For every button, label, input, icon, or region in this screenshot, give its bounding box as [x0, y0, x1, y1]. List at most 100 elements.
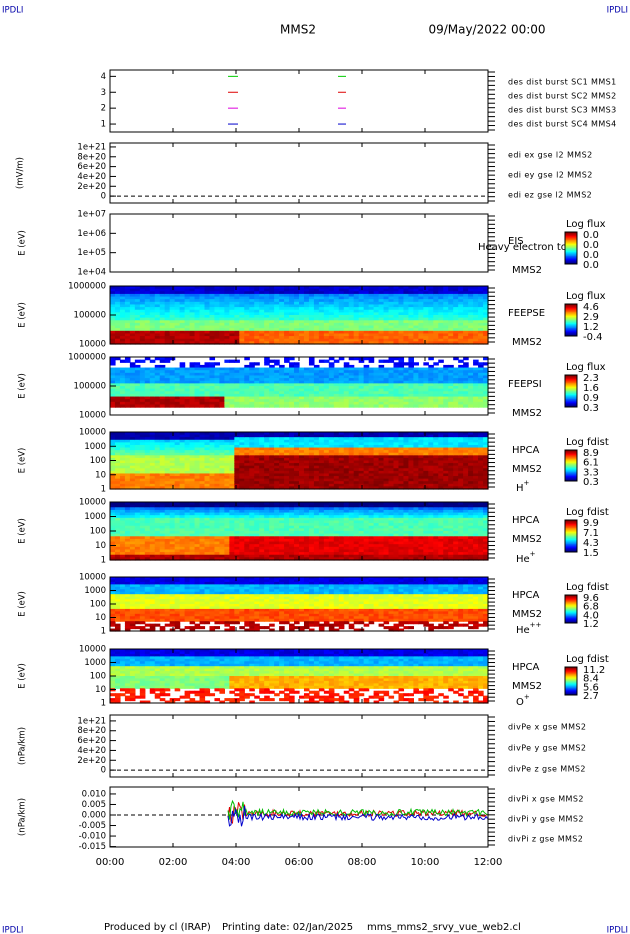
spectrogram-cell: [473, 296, 479, 300]
spectrogram-cell: [308, 391, 315, 395]
spectrogram-cell: [313, 473, 320, 477]
spectrogram-cell: [134, 317, 141, 321]
spectrogram-cell: [119, 444, 126, 449]
spectrogram-cell: [184, 447, 191, 451]
spectrogram-cell: [129, 478, 136, 482]
spectrogram-cell: [274, 447, 280, 451]
spectrogram-cell: [159, 288, 166, 292]
spectrogram-cell: [184, 388, 191, 392]
spectrogram-cell: [353, 470, 360, 475]
spectrogram-cell: [229, 336, 235, 340]
spectrogram-cell: [299, 476, 305, 480]
spectrogram-cell: [373, 341, 380, 345]
spectrogram-cell: [433, 463, 439, 467]
spectrogram-cell: [413, 286, 419, 290]
spectrogram-cell: [398, 437, 405, 441]
spectrogram-cell: [264, 378, 270, 382]
spectrogram-cell: [323, 322, 330, 327]
spectrogram-cell: [403, 338, 410, 342]
spectrogram-cell: [214, 315, 221, 319]
spectrogram-cell: [144, 434, 151, 438]
spectrogram-cell: [303, 330, 310, 335]
spectrogram-cell: [438, 286, 444, 290]
spectrogram-cell: [254, 442, 260, 446]
spectrogram-cell: [219, 309, 225, 313]
spectrogram-cell: [463, 473, 469, 477]
spectrogram-cell: [308, 452, 315, 456]
spectrogram-cell: [199, 330, 206, 335]
spectrogram-cell: [179, 336, 186, 340]
spectrogram-cell: [373, 442, 380, 446]
spectrogram-cell: [378, 439, 385, 443]
spectrogram-cell: [169, 330, 176, 335]
spectrogram-cell: [363, 375, 370, 379]
colorbar-cell: [565, 465, 577, 468]
spectrogram-cell: [259, 312, 265, 316]
spectrogram-cell: [408, 383, 414, 387]
spectrogram-cell: [274, 393, 280, 398]
spectrogram-cell: [299, 396, 305, 400]
spectrogram-cell: [383, 442, 390, 446]
spectrogram-cell: [443, 341, 449, 345]
spectrogram-cell: [463, 333, 469, 337]
spectrogram-cell: [423, 399, 429, 403]
spectrogram-cell: [368, 404, 375, 408]
spectrogram-cell: [413, 444, 419, 449]
spectrogram-cell: [423, 362, 429, 366]
spectrogram-cell: [254, 483, 260, 488]
colorbar-cell: [565, 314, 577, 317]
spectrogram-cell: [363, 393, 370, 398]
spectrogram-cell: [149, 439, 156, 443]
spectrogram-cell: [229, 447, 235, 451]
spectrogram-cell: [229, 432, 235, 436]
spectrogram-cell: [129, 388, 136, 392]
spectrogram-cell: [303, 312, 310, 316]
spectrogram-cell: [139, 330, 146, 335]
spectrogram-cell: [358, 483, 365, 488]
spectrogram-cell: [428, 481, 434, 485]
spectrogram-cell: [294, 315, 300, 319]
spectrogram-cell: [378, 483, 385, 488]
spectrogram-cell: [139, 288, 146, 292]
spectrogram-cell: [264, 315, 270, 319]
y-axis-label: (mV/m): [16, 157, 26, 189]
spectrogram-cell: [378, 450, 385, 454]
spectrogram-cell: [353, 455, 360, 459]
spectrogram-cell: [418, 372, 424, 377]
spectrogram-cell: [179, 401, 186, 406]
spectrogram-cell: [363, 483, 370, 488]
spectrogram-cell: [149, 437, 156, 441]
spectrogram-cell: [438, 341, 444, 345]
spectrogram-cell: [443, 383, 449, 387]
spectrogram-cell: [388, 455, 395, 459]
spectrogram-cell: [299, 304, 305, 308]
spectrogram-cell: [453, 393, 459, 398]
spectrogram-cell: [219, 378, 225, 382]
spectrogram-cell: [388, 315, 395, 319]
spectrogram-cell: [393, 396, 400, 400]
spectrogram-cell: [164, 378, 171, 382]
spectrogram-cell: [174, 304, 181, 308]
spectrogram-cell: [423, 463, 429, 467]
spectrogram-cell: [294, 457, 300, 462]
spectrogram-cell: [189, 401, 196, 406]
spectrogram-cell: [199, 378, 206, 382]
spectrogram-cell: [353, 378, 360, 382]
spectrogram-cell: [438, 452, 444, 456]
spectrogram-cell: [279, 320, 285, 324]
spectrogram-cell: [383, 455, 390, 459]
spectrogram-cell: [224, 333, 230, 337]
spectrogram-cell: [279, 341, 285, 345]
spectrogram-cell: [239, 483, 245, 488]
spectrogram-cell: [279, 404, 285, 408]
spectrogram-cell: [478, 296, 484, 300]
spectrogram-cell: [249, 336, 255, 340]
spectrogram-cell: [403, 370, 410, 374]
spectrogram-cell: [468, 442, 474, 446]
spectrogram-cell: [254, 325, 260, 329]
spectrogram-cell: [139, 404, 146, 408]
spectrogram-cell: [398, 383, 405, 387]
spectrogram-cell: [134, 328, 141, 332]
spectrogram-cell: [209, 439, 216, 443]
